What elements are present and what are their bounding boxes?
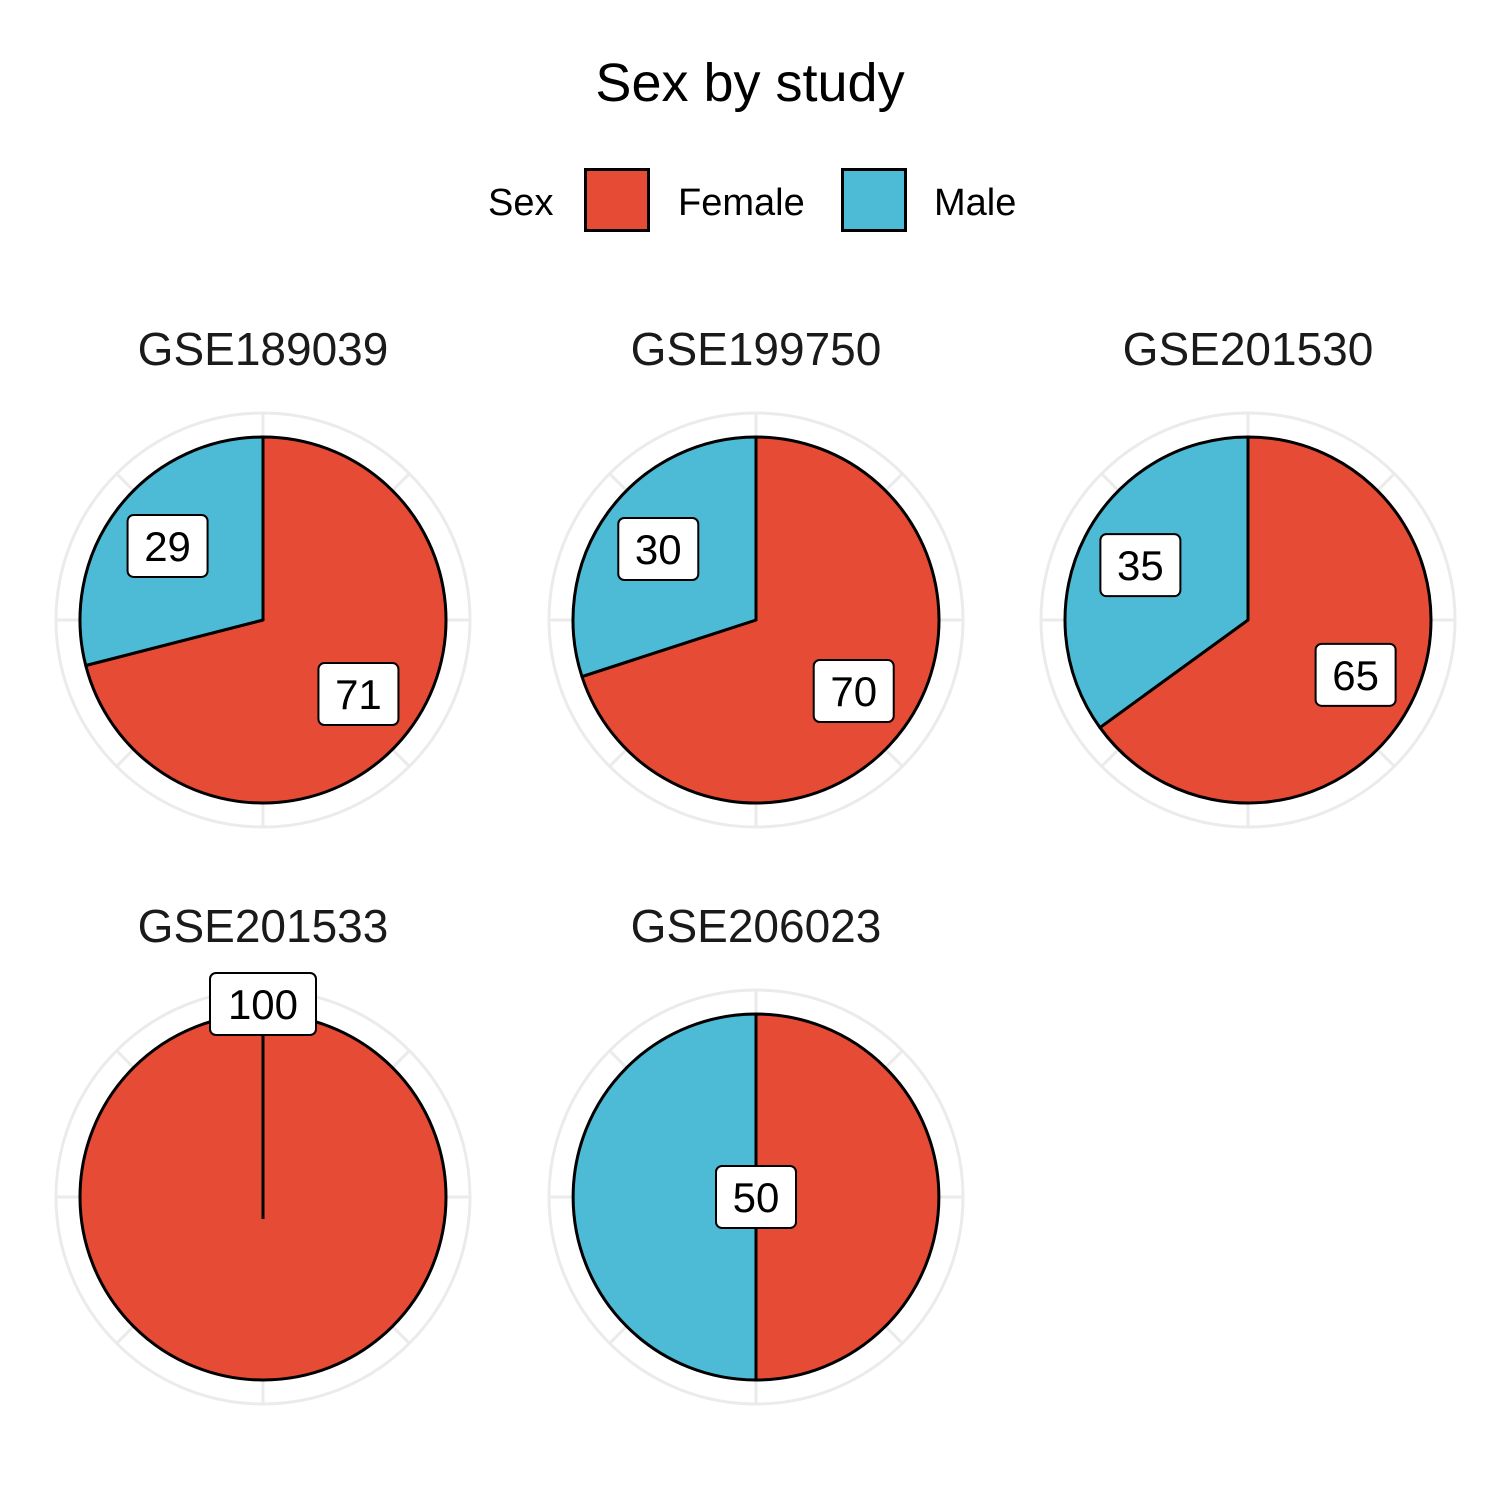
data-label: 100 [228, 981, 298, 1028]
grid-tick [115, 1049, 137, 1071]
data-label-box [617, 517, 700, 582]
chart-title: Sex by study [595, 53, 905, 113]
pie-slice-female [754, 1012, 941, 1382]
facet-label: GSE189039 [138, 323, 389, 375]
data-label: 30 [635, 526, 682, 573]
data-label: 50 [733, 1174, 780, 1221]
data-label: 71 [335, 671, 382, 718]
data-label-box [715, 1165, 797, 1229]
data-label-box [1099, 533, 1182, 598]
grid-tick [608, 746, 630, 768]
grid-tick [115, 472, 137, 494]
grid-tick [882, 746, 904, 768]
legend-key-female [584, 168, 650, 232]
data-label: 35 [1117, 542, 1164, 589]
grid-tick [608, 1323, 630, 1345]
grid-tick [882, 1323, 904, 1345]
grid-tick [608, 1049, 630, 1071]
grid-tick [389, 472, 411, 494]
facet-label: GSE206023 [631, 900, 882, 952]
legend: Sex Female Male [0, 168, 1500, 238]
data-label: 29 [144, 523, 191, 570]
data-label-box [1314, 642, 1397, 707]
grid-tick [389, 1323, 411, 1345]
grid-tick [115, 746, 137, 768]
grid-tick [608, 472, 630, 494]
data-label: 65 [1332, 652, 1379, 699]
grid-tick [115, 1323, 137, 1345]
legend-label-male: Male [934, 182, 1017, 224]
data-label-box [812, 658, 895, 723]
data-label-box [317, 662, 400, 727]
grid-tick [1374, 472, 1396, 494]
facet-label: GSE201530 [1123, 323, 1374, 375]
data-label: 70 [830, 668, 877, 715]
grid-tick [882, 1049, 904, 1071]
grid-tick [1100, 472, 1122, 494]
grid-tick [1100, 746, 1122, 768]
grid-tick [389, 746, 411, 768]
grid-tick [389, 1049, 411, 1071]
legend-label-female: Female [678, 182, 805, 224]
grid-tick [882, 472, 904, 494]
data-label-box [209, 972, 317, 1036]
facet-label: GSE201533 [138, 900, 389, 952]
facet-label: GSE199750 [631, 323, 882, 375]
data-label-box [126, 513, 209, 578]
legend-key-male [841, 168, 907, 232]
legend-title: Sex [488, 182, 554, 224]
pie-slice-male [571, 1012, 758, 1382]
pie-slice-female [1098, 435, 1433, 805]
grid-tick [1374, 746, 1396, 768]
